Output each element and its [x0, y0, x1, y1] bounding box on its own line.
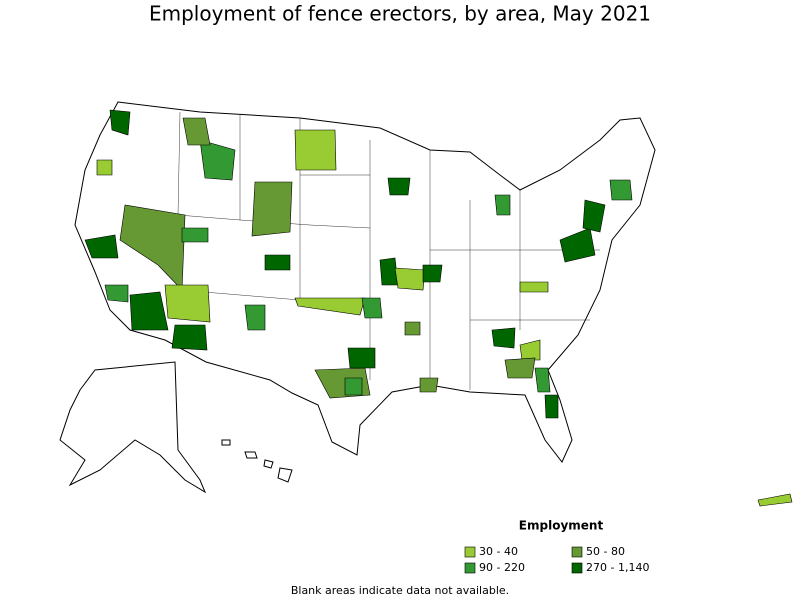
area — [84, 234, 119, 259]
area — [387, 177, 411, 196]
area — [181, 227, 209, 243]
area — [534, 367, 551, 393]
area — [199, 139, 236, 181]
legend-label: 50 - 80 — [586, 545, 625, 558]
area — [244, 304, 266, 331]
area — [419, 377, 439, 393]
area — [519, 281, 549, 293]
area — [494, 194, 511, 216]
alaska — [59, 361, 207, 494]
legend-label: 30 - 40 — [479, 545, 518, 558]
legend-swatch — [464, 546, 476, 558]
area — [294, 297, 366, 316]
area — [422, 264, 443, 283]
area — [394, 267, 426, 291]
area — [404, 321, 421, 336]
area — [361, 297, 383, 319]
area — [294, 129, 337, 171]
area — [96, 159, 113, 176]
area — [347, 347, 376, 369]
area — [559, 227, 596, 263]
legend-label: 270 - 1,140 — [586, 561, 649, 574]
areas — [84, 109, 633, 419]
area — [519, 339, 541, 361]
map — [59, 101, 793, 507]
title: Employment of fence erectors, by area, M… — [149, 2, 651, 26]
area — [504, 357, 536, 379]
area — [264, 254, 291, 271]
area — [129, 291, 169, 331]
area — [609, 179, 633, 201]
area — [491, 327, 516, 349]
hawaii — [221, 439, 293, 483]
area — [171, 324, 208, 351]
area — [109, 109, 131, 136]
area — [182, 117, 211, 146]
legend-title: Employment — [519, 519, 604, 533]
area — [104, 284, 129, 303]
note: Blank areas indicate data not available. — [291, 584, 509, 597]
legend-swatch — [571, 546, 583, 558]
legend-swatch — [571, 562, 583, 574]
puerto-rico — [757, 493, 793, 507]
legend: 30 - 40 50 - 80 90 - 220 270 - 1,140 — [464, 545, 649, 574]
area — [119, 204, 186, 291]
area — [251, 181, 293, 237]
legend-label: 90 - 220 — [479, 561, 525, 574]
area — [344, 377, 363, 396]
area — [544, 394, 559, 419]
area — [582, 199, 606, 233]
legend-swatch — [464, 562, 476, 574]
area — [164, 284, 211, 323]
